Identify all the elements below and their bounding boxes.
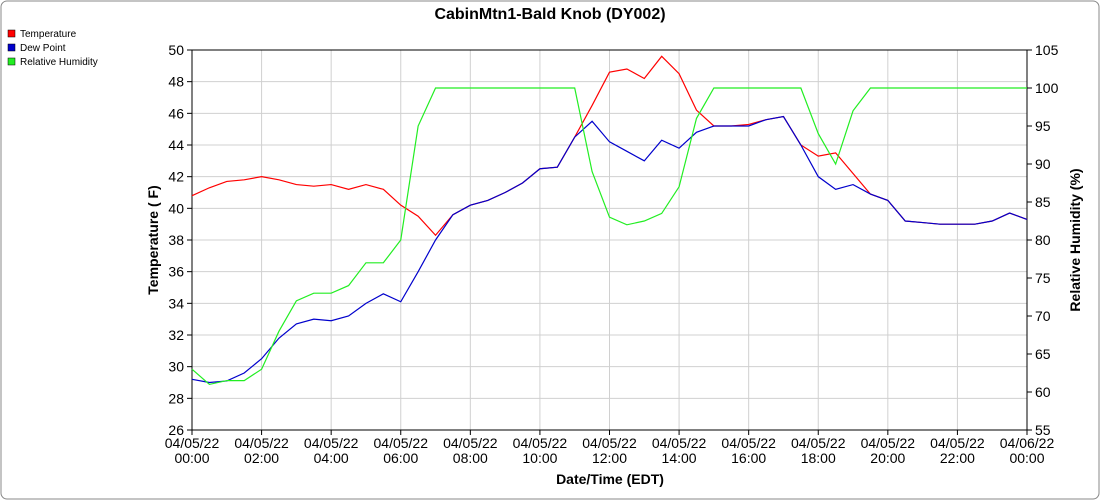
x-tick-label: 04/05/22 04:00 xyxy=(304,435,359,466)
x-tick-label: 04/05/22 22:00 xyxy=(930,435,985,466)
y-tick-label: 48 xyxy=(168,74,184,90)
y2-tick-label: 95 xyxy=(1035,118,1051,134)
y2-tick-label: 60 xyxy=(1035,384,1051,400)
plot-frame xyxy=(191,49,1028,431)
legend-label: Temperature xyxy=(20,29,77,40)
y-tick-label: 26 xyxy=(168,422,184,438)
y-tick-label: 46 xyxy=(168,105,184,121)
y-tick-label: 44 xyxy=(168,137,184,153)
y2-tick-label: 80 xyxy=(1035,232,1051,248)
y2-tick-label: 65 xyxy=(1035,346,1051,362)
x-tick-label: 04/05/22 18:00 xyxy=(791,435,846,466)
y2-tick-label: 90 xyxy=(1035,156,1051,172)
y-tick-label: 32 xyxy=(168,327,184,343)
legend-swatch xyxy=(7,43,16,52)
y-tick-label: 42 xyxy=(168,169,184,185)
y-tick-label: 40 xyxy=(168,200,184,216)
y-axis-label: Temperature ( F) xyxy=(145,185,161,294)
chart-title: CabinMtn1-Bald Knob (DY002) xyxy=(434,6,665,23)
y2-tick-label: 85 xyxy=(1035,194,1051,210)
x-tick-label: 04/05/22 14:00 xyxy=(652,435,707,466)
y2-tick-label: 100 xyxy=(1035,80,1059,96)
x-tick-label: 04/05/22 12:00 xyxy=(582,435,637,466)
series-line xyxy=(191,115,1028,384)
x-tick-label: 04/05/22 20:00 xyxy=(861,435,916,466)
legend-swatch xyxy=(7,57,16,66)
x-tick-label: 04/05/22 10:00 xyxy=(513,435,568,466)
x-tick-label: 04/05/22 00:00 xyxy=(165,435,220,466)
y-tick-label: 34 xyxy=(168,295,184,311)
legend-label: Relative Humidity xyxy=(20,57,98,68)
x-tick-label: 04/05/22 06:00 xyxy=(374,435,429,466)
y-tick-label: 50 xyxy=(168,42,184,58)
x-tick-label: 04/05/22 08:00 xyxy=(443,435,498,466)
y2-axis-label: Relative Humidity (%) xyxy=(1067,168,1083,311)
y-tick-label: 30 xyxy=(168,359,184,375)
y2-tick-label: 75 xyxy=(1035,270,1051,286)
y-tick-label: 36 xyxy=(168,264,184,280)
legend-label: Dew Point xyxy=(20,43,66,54)
y-tick-label: 38 xyxy=(168,232,184,248)
y-tick-label: 28 xyxy=(168,390,184,406)
y2-tick-label: 105 xyxy=(1035,42,1059,58)
y2-tick-label: 70 xyxy=(1035,308,1051,324)
y2-tick-label: 55 xyxy=(1035,422,1051,438)
x-tick-label: 04/05/22 02:00 xyxy=(234,435,289,466)
x-tick-label: 04/06/22 00:00 xyxy=(1000,435,1055,466)
series-line xyxy=(191,87,1027,386)
x-tick-label: 04/05/22 16:00 xyxy=(721,435,776,466)
legend-swatch xyxy=(7,29,16,38)
x-axis-label: Date/Time (EDT) xyxy=(556,471,664,487)
